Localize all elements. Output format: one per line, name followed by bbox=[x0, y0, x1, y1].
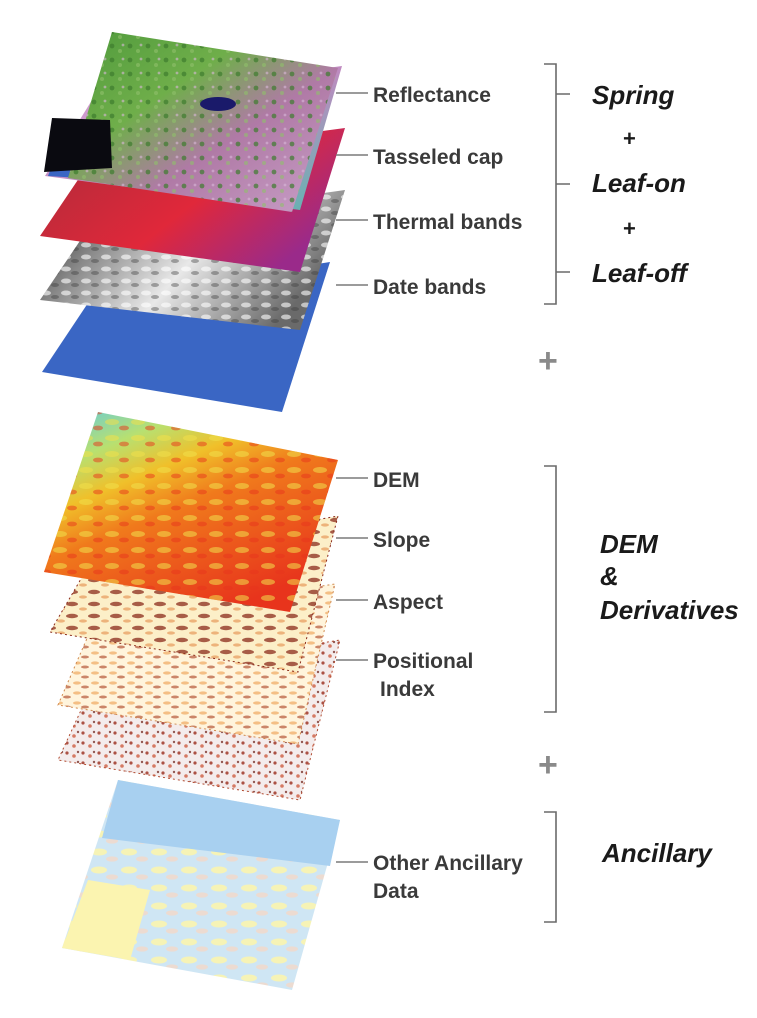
label-date-bands: Date bands bbox=[373, 276, 486, 299]
terrain-brace bbox=[544, 465, 557, 713]
plus-leafon-leafoff: + bbox=[623, 216, 636, 241]
plus-imagery-terrain: + bbox=[538, 342, 558, 380]
label-slope: Slope bbox=[373, 529, 430, 552]
title-leaf-on: Leaf-on bbox=[592, 168, 686, 198]
leader-lines bbox=[336, 92, 368, 863]
title-spring: Spring bbox=[592, 80, 674, 110]
dem-texture bbox=[44, 412, 338, 612]
title-ampersand: & bbox=[600, 561, 619, 591]
label-other-ancillary: Other Ancillary bbox=[373, 852, 523, 875]
label-index: Index bbox=[380, 678, 435, 701]
label-positional: Positional bbox=[373, 650, 473, 673]
title-leaf-off: Leaf-off bbox=[592, 258, 689, 288]
title-dem: DEM bbox=[600, 529, 659, 559]
ancillary-yellow-region bbox=[62, 880, 150, 960]
label-reflectance: Reflectance bbox=[373, 84, 491, 107]
title-ancillary: Ancillary bbox=[601, 838, 713, 868]
title-derivatives: Derivatives bbox=[600, 595, 739, 625]
label-tasseled-cap: Tasseled cap bbox=[373, 146, 503, 169]
reflectance-lake bbox=[200, 97, 236, 111]
label-data: Data bbox=[373, 880, 419, 903]
label-aspect: Aspect bbox=[373, 591, 443, 614]
label-thermal-bands: Thermal bands bbox=[373, 211, 522, 234]
reflectance-texture bbox=[68, 32, 338, 212]
ancillary-sky-band bbox=[102, 780, 340, 866]
label-dem: DEM bbox=[373, 469, 420, 492]
ancillary-brace bbox=[544, 811, 557, 923]
plus-terrain-ancillary: + bbox=[538, 746, 558, 784]
reflectance-water-black bbox=[44, 118, 112, 172]
imagery-brace bbox=[544, 63, 570, 305]
plus-spring-leafon: + bbox=[623, 126, 636, 151]
